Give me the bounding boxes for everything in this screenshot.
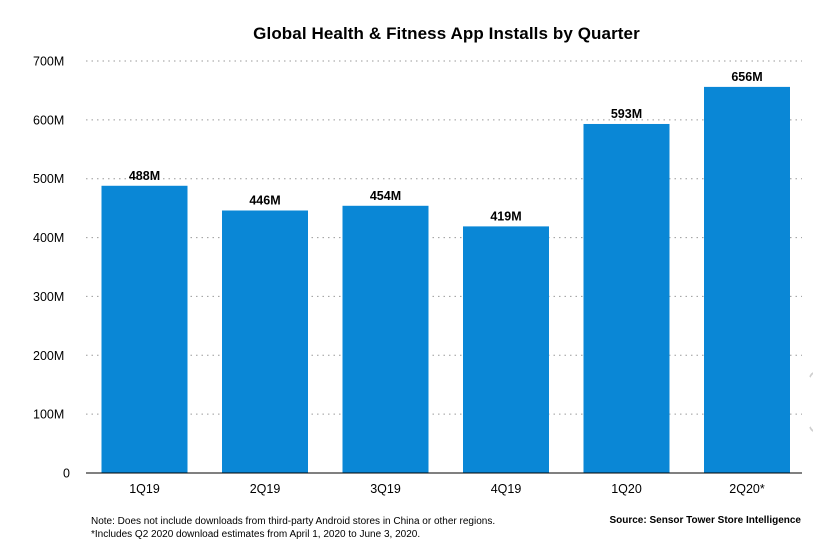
footnote-line-2: *Includes Q2 2020 download estimates fro…: [91, 529, 421, 540]
gridlines: [86, 60, 802, 415]
bar: [342, 205, 429, 473]
y-tick-label: 600M: [33, 113, 64, 127]
y-tick-label: 700M: [33, 55, 64, 69]
bar-value-label: 656M: [731, 70, 762, 84]
data-labels: 488M 446M 454M 419M 593M 656M: [129, 70, 763, 223]
x-category-label: 1Q20: [611, 482, 642, 496]
bar-value-label: 488M: [129, 169, 160, 183]
x-category-label: 4Q19: [491, 482, 522, 496]
y-tick-label: 400M: [33, 231, 64, 245]
y-tick-label: 300M: [33, 290, 64, 304]
source-credit: Source: Sensor Tower Store Intelligence: [609, 515, 801, 526]
bar-value-label: 446M: [249, 193, 280, 207]
x-category-label: 1Q19: [129, 482, 160, 496]
footnote: Note: Does not include downloads from th…: [91, 515, 495, 541]
bar: [583, 123, 670, 473]
x-axis-categories: 1Q19 2Q19 3Q19 4Q19 1Q20 2Q20*: [129, 482, 765, 496]
y-tick-label: 200M: [33, 349, 64, 363]
footnote-line-1: Note: Does not include downloads from th…: [91, 516, 496, 527]
bar: [101, 185, 188, 473]
bar-value-label: 454M: [370, 189, 401, 203]
x-category-label: 2Q19: [250, 482, 281, 496]
x-category-label: 3Q19: [370, 482, 401, 496]
bars: [101, 86, 790, 474]
x-category-label: 2Q20*: [729, 482, 765, 496]
bar: [704, 86, 790, 473]
bar-value-label: 419M: [490, 209, 521, 223]
bar-chart: 0 100M 200M 300M 400M 500M 600M 700M 488M 446M 45…: [33, 55, 802, 496]
bar: [222, 210, 308, 474]
y-tick-label: 500M: [33, 172, 64, 186]
y-tick-label: 0: [63, 467, 70, 481]
bar-value-label: 593M: [611, 107, 642, 121]
bar: [463, 226, 549, 473]
chart-title: Global Health & Fitness App Installs by …: [253, 24, 640, 43]
y-tick-label: 100M: [33, 408, 64, 422]
y-axis-ticks: 0 100M 200M 300M 400M 500M 600M 700M: [33, 55, 70, 481]
